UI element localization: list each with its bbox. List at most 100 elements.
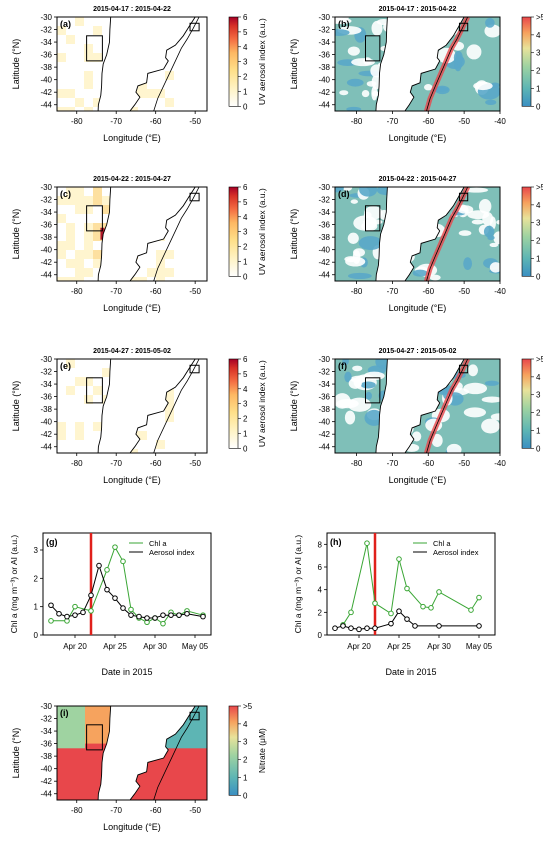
y-tick-label: -30 <box>40 355 52 364</box>
colorbar-tick-label: 2 <box>243 756 248 765</box>
aerosol-cell <box>75 17 84 26</box>
x-tick-label: Apr 20 <box>347 642 371 651</box>
x-axis-title: Longitude (°E) <box>389 133 447 143</box>
colorbar-tick-label: 6 <box>243 183 248 192</box>
y-tick-label: 6 <box>318 563 323 572</box>
y-tick-label: -32 <box>40 196 52 205</box>
y-tick-label: 2 <box>318 608 323 617</box>
chl-patch <box>364 205 383 220</box>
aerosol-cell <box>165 395 174 404</box>
map-frame <box>334 358 501 454</box>
y-tick-label: 2 <box>34 574 39 583</box>
panel-label: (g) <box>46 537 58 547</box>
colorbar-tick-label: 1 <box>536 426 541 435</box>
chl-patch <box>345 256 366 267</box>
y-axis-title: Latitude (°N) <box>11 728 21 779</box>
data-point <box>200 613 206 620</box>
data-point <box>48 602 54 609</box>
y-tick-label: -34 <box>40 38 52 47</box>
y-tick-label: -44 <box>318 101 330 110</box>
legend-label: Chl a <box>433 539 451 548</box>
data-point <box>168 612 174 618</box>
y-tick-label: 1 <box>34 603 39 612</box>
y-tick-label: 0 <box>318 631 323 640</box>
study-box-east <box>189 711 200 721</box>
data-point <box>348 625 354 632</box>
shelf-line <box>426 359 469 453</box>
panel-label: (d) <box>338 189 350 199</box>
aerosol-cell <box>165 404 174 413</box>
colorbar-tick-label: 2 <box>243 415 248 424</box>
x-tick-label: -50 <box>189 117 201 126</box>
chl-patch <box>344 410 356 425</box>
chl-patch <box>352 365 363 372</box>
colorbar-title: Nitrate (μM) <box>257 728 267 773</box>
y-tick-label: -40 <box>40 765 52 774</box>
aerosol-cell <box>75 277 84 281</box>
colorbar-tick-label: 5 <box>243 198 248 207</box>
colorbar-tick-label: 4 <box>243 213 248 222</box>
aerosol-cell <box>57 422 66 431</box>
y-tick-label: -40 <box>40 246 52 255</box>
aerosol-cell <box>165 71 174 80</box>
x-tick-label: -60 <box>150 287 162 296</box>
y-axis-title: Chl a (mg m⁻³) or AI (a.u.) <box>293 535 303 634</box>
colorbar-tick-label: 4 <box>243 43 248 52</box>
data-point <box>476 594 482 601</box>
y-tick-label: -32 <box>40 26 52 35</box>
chart-0: (g) 0 1 2 3 Apr 20 Apr 25 Apr 30 May 05 Date in 2… <box>9 532 212 677</box>
panel-label: (b) <box>338 19 350 29</box>
shelf-line <box>153 17 200 111</box>
chl-patch <box>464 187 489 193</box>
map-field-e <box>57 359 207 453</box>
aerosol-cell <box>93 232 102 241</box>
y-tick-label: 8 <box>318 540 323 549</box>
shelf-line <box>426 17 469 111</box>
aerosol-cell <box>165 413 174 422</box>
x-tick-label: -40 <box>494 117 506 126</box>
x-tick-label: -50 <box>458 287 470 296</box>
colorbar-tick-label: 1 <box>243 773 248 782</box>
map-field-b <box>335 17 500 111</box>
colorbar-tick-label: 1 <box>243 87 248 96</box>
colorbar <box>521 16 532 107</box>
aerosol-cell <box>57 241 66 250</box>
data-point <box>112 544 118 550</box>
colorbar-tick-label: 4 <box>243 720 248 729</box>
aerosol-cell <box>165 250 174 259</box>
aerosol-cell <box>93 259 102 268</box>
data-point <box>396 608 402 615</box>
data-point <box>176 612 182 618</box>
map-field-a <box>57 17 207 111</box>
map-panel-d: 2015-04-22 : 2015-04-27 (d) -30 -32 -34 -36 -3… <box>289 176 543 313</box>
y-tick-label: -42 <box>318 258 330 267</box>
data-point <box>152 615 158 621</box>
aerosol-cell <box>57 431 66 440</box>
aerosol-cell <box>84 80 93 89</box>
aerosol-cell <box>84 241 93 250</box>
chl-patch <box>347 232 359 244</box>
aerosol-cell <box>93 187 102 196</box>
colorbar-tick-label: 3 <box>243 400 248 409</box>
chl-patch <box>457 205 474 214</box>
x-tick-label: -40 <box>494 459 506 468</box>
x-axis-title: Date in 2015 <box>101 667 152 677</box>
aerosol-cell <box>66 107 75 111</box>
x-tick-label: -60 <box>422 287 434 296</box>
x-tick-label: Apr 20 <box>63 642 87 651</box>
x-tick-label: May 05 <box>182 642 209 651</box>
colorbar-tick-label: 6 <box>243 13 248 22</box>
aerosol-cell <box>66 386 75 395</box>
land-mass <box>97 359 196 453</box>
study-box-west <box>86 35 103 62</box>
x-tick-label: -40 <box>494 287 506 296</box>
series-line <box>342 543 480 626</box>
y-axis-title: Latitude (°N) <box>289 381 299 432</box>
study-box-west <box>364 205 381 232</box>
x-tick-label: -60 <box>422 459 434 468</box>
colorbar-tick-label: 0 <box>536 102 541 111</box>
aerosol-cell <box>66 277 75 281</box>
panel-label: (c) <box>60 189 71 199</box>
chl-patch <box>453 50 463 65</box>
